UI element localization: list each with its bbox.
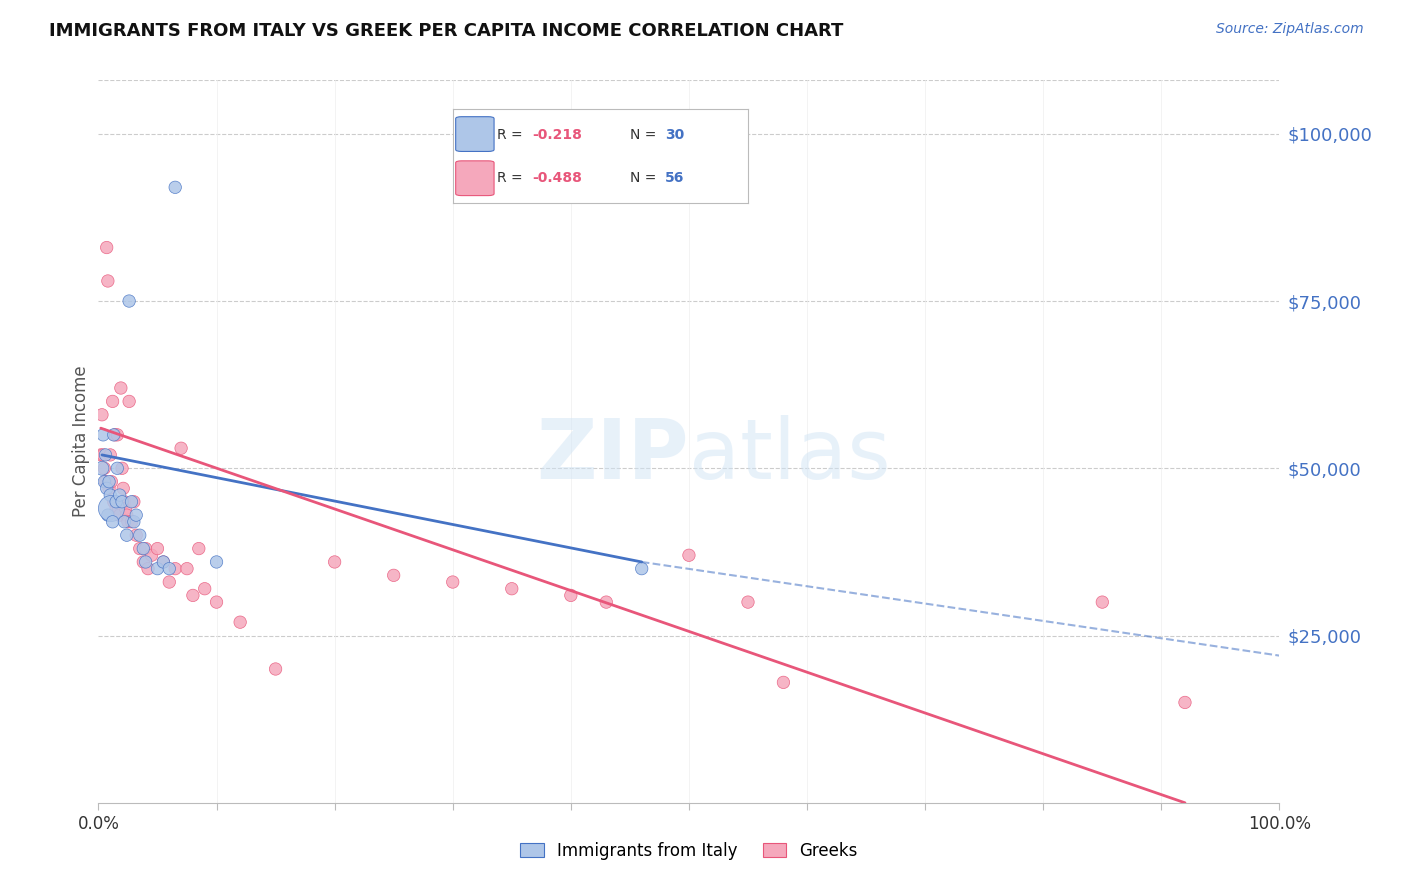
Point — [91, 408, 114, 422]
Point — [165, 562, 187, 576]
Point — [105, 494, 128, 508]
Point — [97, 274, 120, 288]
Point — [560, 589, 582, 603]
Point — [135, 541, 157, 556]
Y-axis label: Per Capita Income: Per Capita Income — [72, 366, 90, 517]
Text: IMMIGRANTS FROM ITALY VS GREEK PER CAPITA INCOME CORRELATION CHART: IMMIGRANTS FROM ITALY VS GREEK PER CAPIT… — [49, 22, 844, 40]
Point — [1174, 696, 1197, 710]
Point — [772, 675, 794, 690]
Point — [205, 595, 228, 609]
Point — [121, 494, 143, 508]
Point — [101, 515, 124, 529]
Point — [501, 582, 523, 596]
Point — [96, 482, 118, 496]
Point — [114, 501, 136, 516]
Point — [595, 595, 617, 609]
Point — [176, 562, 198, 576]
Point — [125, 508, 148, 523]
Point — [630, 562, 652, 576]
Point — [678, 548, 700, 563]
Point — [128, 528, 150, 542]
Point — [93, 461, 115, 475]
Point — [165, 180, 187, 194]
Point — [1091, 595, 1114, 609]
Point — [382, 568, 405, 582]
Point — [205, 555, 228, 569]
Point — [91, 427, 114, 442]
Point — [100, 501, 122, 516]
Point — [115, 508, 138, 523]
Point — [110, 381, 132, 395]
Point — [170, 441, 193, 455]
Point — [264, 662, 287, 676]
Point — [91, 448, 114, 462]
Point — [157, 562, 180, 576]
Point — [93, 475, 115, 489]
Point — [111, 461, 134, 475]
Point — [100, 475, 122, 489]
Point — [157, 575, 180, 590]
Point — [103, 494, 125, 508]
Point — [125, 528, 148, 542]
Point — [128, 541, 150, 556]
Text: atlas: atlas — [689, 416, 890, 497]
Point — [136, 562, 159, 576]
Point — [117, 515, 139, 529]
Point — [146, 541, 169, 556]
Point — [737, 595, 759, 609]
Point — [105, 501, 128, 516]
Point — [132, 541, 155, 556]
Point — [98, 482, 121, 496]
Point — [104, 427, 127, 442]
Point — [118, 394, 141, 409]
Point — [112, 515, 135, 529]
Point — [441, 575, 464, 590]
Point — [105, 427, 128, 442]
Point — [90, 448, 112, 462]
Point — [112, 494, 135, 508]
Point — [111, 494, 134, 508]
Point — [101, 394, 124, 409]
Point — [323, 555, 346, 569]
Point — [229, 615, 252, 630]
Point — [94, 448, 117, 462]
Point — [152, 555, 174, 569]
Point — [181, 589, 204, 603]
Point — [94, 475, 117, 489]
Point — [97, 508, 120, 523]
Point — [108, 508, 131, 523]
Point — [103, 427, 125, 442]
Point — [108, 488, 131, 502]
Point — [98, 475, 121, 489]
Point — [194, 582, 217, 596]
Point — [152, 555, 174, 569]
Text: ZIP: ZIP — [537, 416, 689, 497]
Point — [146, 562, 169, 576]
Point — [132, 555, 155, 569]
Point — [96, 240, 118, 255]
Text: Source: ZipAtlas.com: Source: ZipAtlas.com — [1216, 22, 1364, 37]
Point — [135, 555, 157, 569]
Point — [91, 461, 114, 475]
Point — [115, 528, 138, 542]
Point — [105, 461, 128, 475]
Point — [98, 448, 121, 462]
Point — [122, 515, 145, 529]
Point — [187, 541, 209, 556]
Point — [112, 482, 135, 496]
Point — [121, 515, 143, 529]
Point — [141, 548, 163, 563]
Point — [118, 293, 141, 308]
Point — [107, 501, 129, 516]
Point — [98, 488, 121, 502]
Legend: Immigrants from Italy, Greeks: Immigrants from Italy, Greeks — [513, 836, 865, 867]
Point — [122, 494, 145, 508]
